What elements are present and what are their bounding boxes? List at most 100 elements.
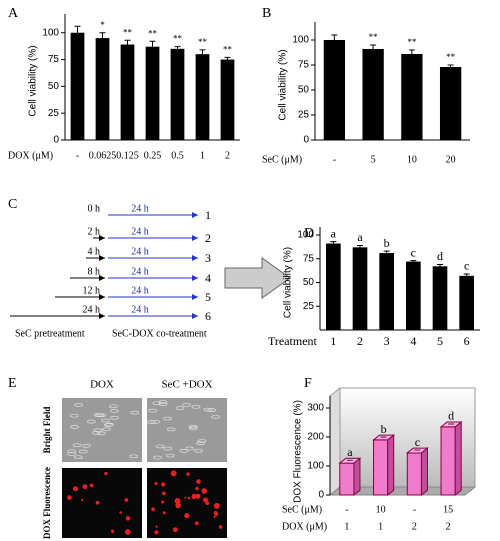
cell (78, 449, 88, 454)
error-bar (410, 260, 417, 262)
y-tick-label: 50 (298, 85, 310, 96)
row-header: Bright Field (42, 407, 52, 454)
row-value: 10 (376, 504, 386, 515)
cell (166, 427, 176, 432)
annotation: ** (123, 27, 133, 37)
cell (182, 403, 191, 407)
red-spot (161, 500, 165, 504)
red-spot (72, 486, 79, 492)
annotation: d (437, 249, 443, 263)
x-tick-label: 5 (437, 334, 443, 348)
y-tick-label: 75 (298, 60, 310, 71)
red-spot (196, 479, 201, 484)
x-tick-label: 4 (410, 334, 416, 348)
bar (70, 32, 85, 140)
x-tick-label: 20 (446, 154, 456, 165)
cell (175, 406, 185, 410)
red-spot (162, 491, 166, 496)
bar (352, 247, 368, 330)
cell (185, 446, 195, 451)
panel-label: A (8, 6, 19, 21)
red-spot (162, 511, 166, 515)
group-number: 1 (205, 208, 211, 222)
bar (170, 48, 185, 141)
bright-field-image (147, 398, 227, 462)
cell (188, 426, 198, 431)
bar-side (420, 447, 428, 497)
group-number: 4 (205, 271, 211, 285)
bar (459, 275, 474, 330)
bar (432, 266, 448, 330)
cell (130, 410, 140, 415)
cell (158, 400, 168, 404)
y-tick-label: 75 (303, 253, 315, 264)
x-tick-label: - (76, 150, 79, 161)
x-tick-label: 2 (225, 150, 230, 161)
co-time: 24 h (131, 203, 149, 214)
annotation: b (381, 422, 387, 436)
bar-side (454, 421, 462, 497)
error-bar (383, 250, 390, 254)
bar (440, 426, 456, 496)
time-label: 4 h (88, 246, 101, 257)
y-tick-label: 100 (42, 27, 59, 38)
bar-side (387, 434, 395, 497)
bar (95, 38, 110, 140)
cell (95, 413, 105, 418)
bar (379, 253, 394, 330)
y-tick-label: 100 (297, 230, 314, 241)
y-tick-label: 25 (303, 301, 315, 312)
time-label: 8 h (88, 266, 101, 277)
group-number: 5 (205, 290, 211, 304)
error-bar (174, 46, 181, 49)
red-spot (194, 521, 199, 526)
cell (153, 455, 162, 460)
cell (151, 420, 160, 424)
cell (73, 455, 83, 460)
cell (96, 431, 106, 436)
red-spot (195, 486, 199, 491)
cell (93, 428, 103, 433)
cell (70, 425, 80, 429)
x-tick-label: 3 (384, 334, 390, 348)
row-value: 2 (446, 521, 451, 532)
row-label: SeC (μM) (282, 504, 322, 515)
co-time: 24 h (131, 266, 149, 277)
x-tick-label: 6 (464, 334, 470, 348)
cell (179, 448, 189, 453)
x-tick-label: 1 (330, 334, 336, 348)
red-spot (186, 472, 190, 476)
annotation: d (448, 409, 454, 423)
red-spot (191, 493, 197, 500)
red-spot (67, 495, 72, 500)
annotation: c (464, 259, 469, 273)
panel-label: B (262, 6, 271, 21)
x-tick-label: 2 (357, 334, 363, 348)
bar (120, 44, 135, 141)
cell (194, 448, 203, 453)
red-spot (95, 500, 100, 505)
red-spot (80, 498, 84, 502)
annotation: * (100, 20, 105, 30)
bar (145, 46, 160, 140)
error-bar (149, 40, 156, 47)
red-spot (184, 496, 187, 499)
red-spot (187, 496, 191, 500)
annotation: ** (148, 28, 158, 38)
row-value: 15 (443, 504, 453, 515)
y-tick-label: 0 (318, 490, 324, 501)
error-bar (74, 25, 81, 33)
cell (163, 416, 172, 421)
row-value: 1 (344, 521, 349, 532)
time-label: 12 h (83, 285, 101, 296)
x-axis-label: SeC (μM) (262, 154, 302, 165)
y-tick-label: 0 (53, 135, 59, 146)
y-tick-label: 100 (292, 35, 309, 46)
annotation: c (411, 245, 416, 259)
bar (326, 243, 341, 330)
cell (110, 408, 119, 413)
x-tick-label: 5 (371, 154, 376, 165)
cell (72, 443, 82, 448)
error-bar (414, 449, 421, 451)
bar (401, 54, 423, 140)
